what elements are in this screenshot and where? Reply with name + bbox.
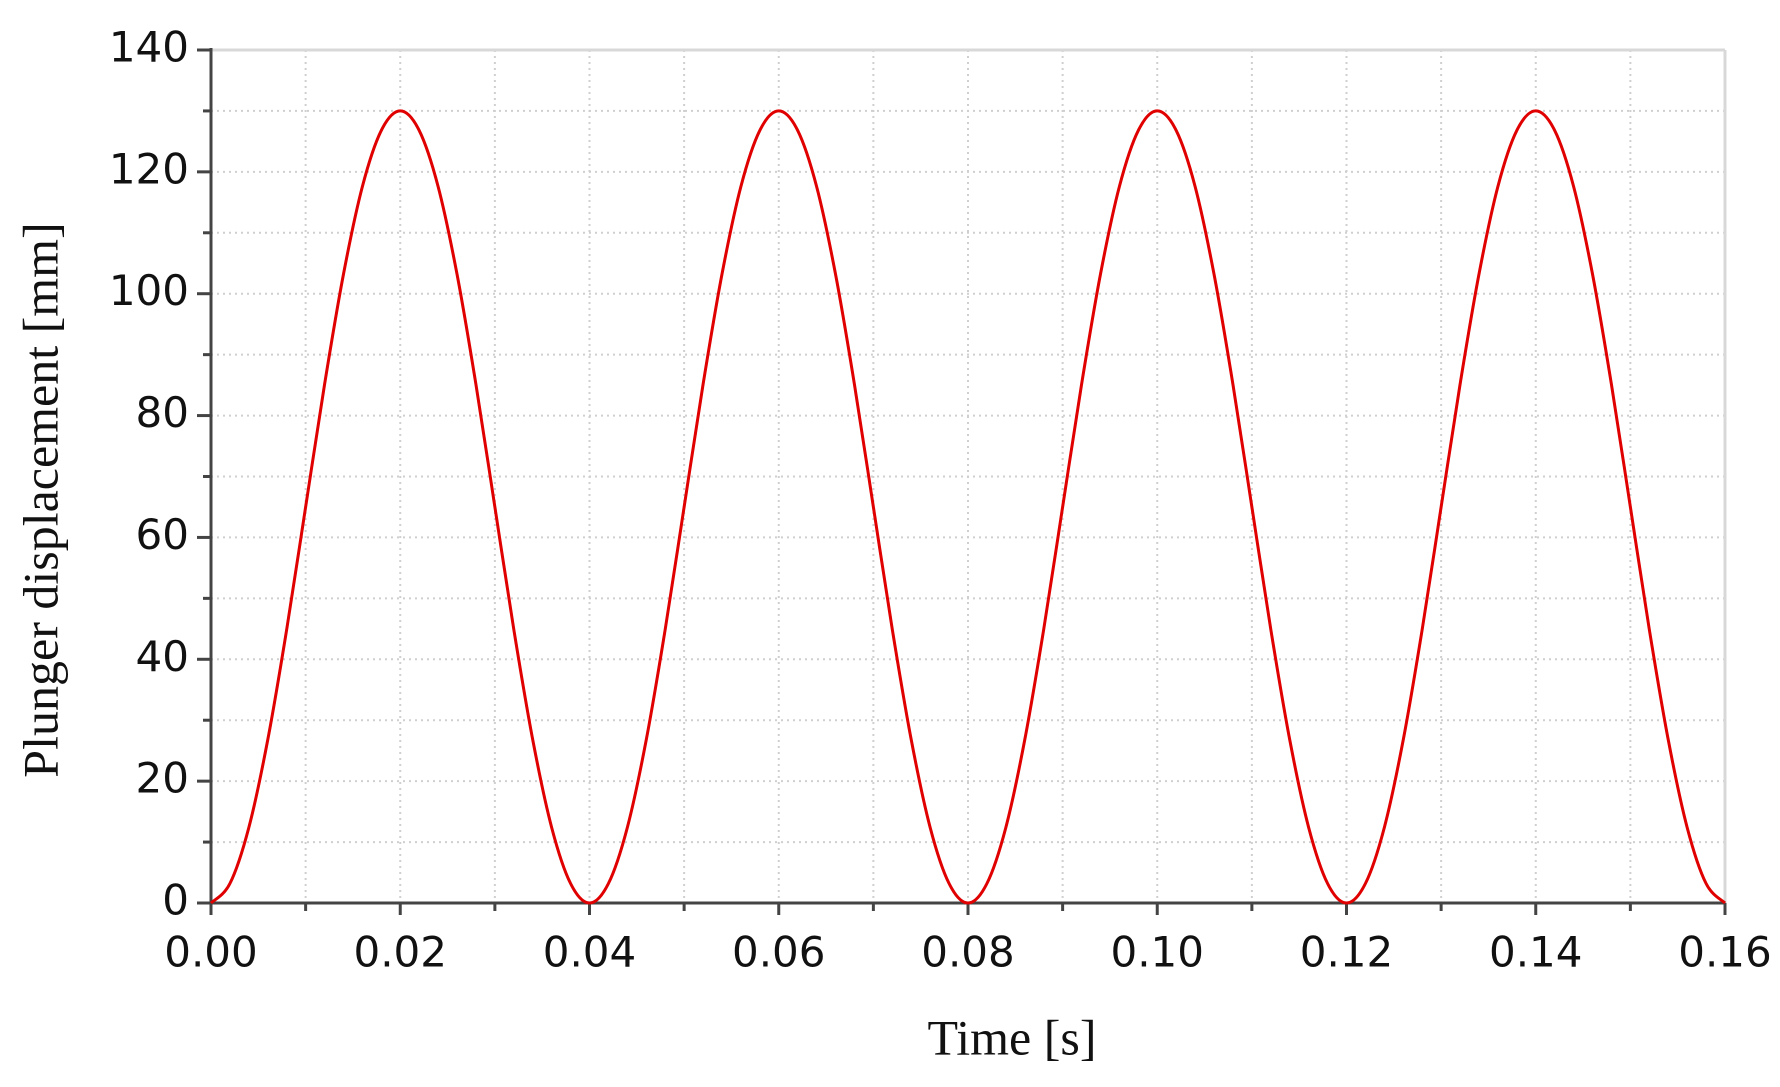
y-tick-label: 40 xyxy=(136,632,189,681)
data-line xyxy=(209,109,1727,905)
x-tick-label: 0.12 xyxy=(1300,928,1394,977)
x-tick-label: 0.06 xyxy=(732,928,826,977)
x-axis-label: Time [s] xyxy=(927,1009,1096,1065)
x-tick-label: 0.16 xyxy=(1678,928,1772,977)
y-axis-label: Plunger displacement [mm] xyxy=(12,222,68,777)
y-tick-label: 80 xyxy=(136,388,189,437)
y-tick-label: 140 xyxy=(109,23,189,72)
x-tick-label: 0.08 xyxy=(921,928,1015,977)
x-tick-label: 0.00 xyxy=(164,928,258,977)
x-tick-label: 0.04 xyxy=(543,928,637,977)
y-tick-label: 0 xyxy=(162,876,189,925)
y-tick-label: 20 xyxy=(136,754,189,803)
x-tick-label: 0.14 xyxy=(1489,928,1583,977)
x-tick-label: 0.02 xyxy=(353,928,447,977)
x-tick-label: 0.10 xyxy=(1110,928,1204,977)
y-tick-label: 60 xyxy=(136,510,189,559)
y-tick-label: 100 xyxy=(109,266,189,315)
y-tick-label: 120 xyxy=(109,144,189,193)
